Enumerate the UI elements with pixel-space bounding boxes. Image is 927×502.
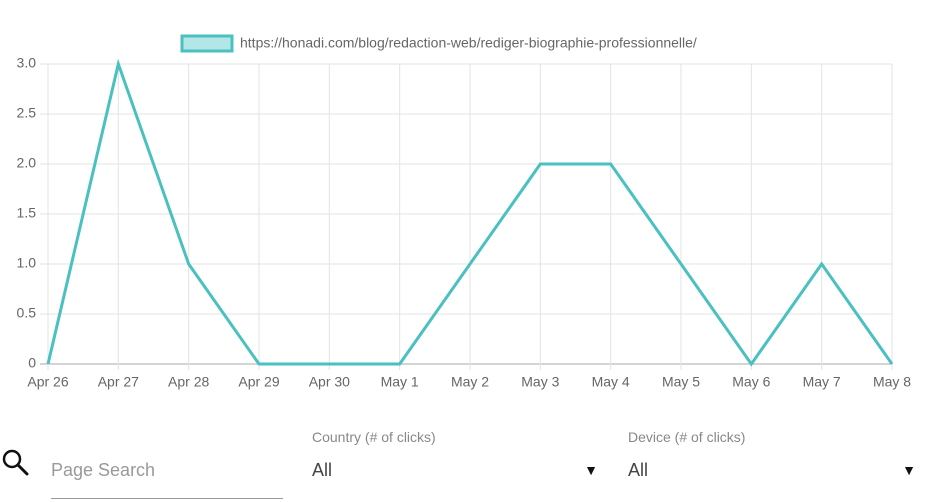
x-tick-label: Apr 30	[309, 374, 350, 390]
y-tick-label: 3.0	[17, 55, 37, 71]
y-tick-label: 1.5	[17, 205, 37, 221]
x-tick-label: May 3	[521, 374, 559, 390]
search-input[interactable]: Page Search	[51, 460, 283, 499]
dropdown-arrow: ▼	[902, 462, 916, 478]
x-tick-label: May 8	[873, 374, 911, 390]
y-tick-label: 2.0	[17, 155, 37, 171]
y-tick-label: 0.5	[17, 305, 37, 321]
x-tick-label: Apr 27	[98, 374, 139, 390]
dropdown-arrow: ▼	[584, 462, 598, 478]
x-tick-label: Apr 29	[238, 374, 279, 390]
y-tick-label: 0	[28, 355, 36, 371]
legend-label: https://honadi.com/blog/redaction-web/re…	[240, 35, 697, 51]
y-tick-label: 1.0	[17, 255, 37, 271]
x-tick-label: May 2	[451, 374, 489, 390]
device-select[interactable]: All ▼	[628, 458, 920, 484]
legend-swatch	[180, 34, 234, 53]
x-tick-label: May 5	[662, 374, 700, 390]
x-tick-label: May 7	[803, 374, 841, 390]
y-tick-label: 2.5	[17, 105, 37, 121]
data-line	[46, 58, 894, 367]
country-value: All	[312, 460, 333, 480]
x-tick-label: Apr 26	[27, 374, 68, 390]
x-tick-label: Apr 28	[168, 374, 209, 390]
device-label: Device (# of clicks)	[628, 429, 746, 445]
search-icon[interactable]	[0, 446, 34, 480]
x-tick-label: May 6	[732, 374, 770, 390]
chart: 0 0.5 1.0 1.5 2.0 2.5 3.0 Apr 26 Apr 27 Apr 28 Apr…	[17, 34, 911, 390]
x-tick-label: May 1	[381, 374, 419, 390]
country-label: Country (# of clicks)	[312, 429, 436, 445]
x-tick-label: May 4	[592, 374, 630, 390]
country-select[interactable]: All ▼	[312, 458, 602, 484]
device-value: All	[628, 460, 649, 480]
